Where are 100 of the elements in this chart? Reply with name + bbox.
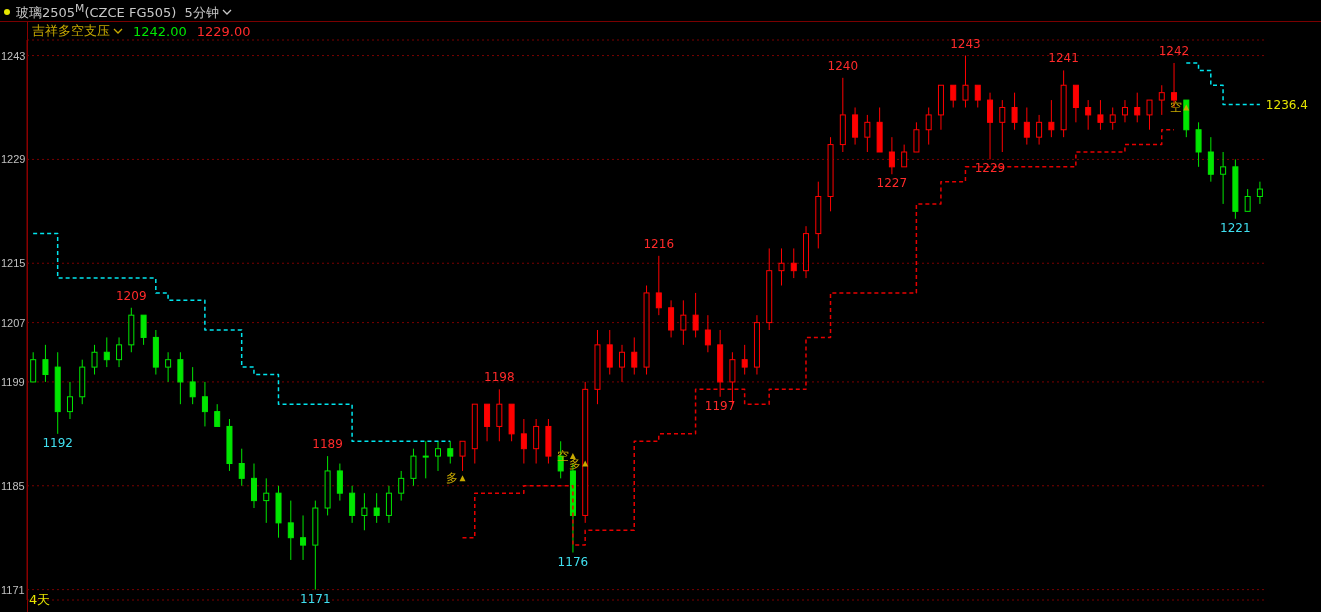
candlestick (680, 299, 687, 346)
chart-subtitle: 吉祥多空支压 (32, 22, 110, 40)
y-tick-label: 1171 (1, 583, 25, 596)
candlestick (1207, 136, 1214, 183)
candlestick (116, 336, 123, 368)
candlestick (1195, 121, 1202, 168)
candlestick (803, 225, 810, 279)
text: 1242.00 (133, 23, 187, 39)
annotation: 1216 (643, 236, 675, 251)
candlestick (741, 344, 748, 376)
candlestick (766, 247, 773, 331)
y-tick-label: 1199 (1, 375, 25, 388)
candlestick (496, 388, 503, 442)
candlestick (852, 107, 859, 146)
candlestick (361, 492, 368, 531)
candlestick (1232, 158, 1239, 220)
candlestick (1060, 69, 1067, 138)
candlestick (520, 418, 527, 465)
annotation: 1209 (116, 288, 147, 303)
candlestick (66, 381, 73, 420)
candlestick (422, 440, 429, 479)
candlestick (300, 514, 307, 561)
candlestick (704, 314, 711, 353)
annotation: 1171 (300, 591, 331, 606)
candlestick (864, 114, 871, 153)
annotation: 1241 (1048, 51, 1079, 66)
annotation: 1221 (1220, 220, 1251, 235)
annotation: 1197 (704, 398, 736, 413)
annotation: 1229 (974, 161, 1006, 176)
candlestick (447, 440, 454, 465)
candlestick (1011, 92, 1018, 131)
candlestick (250, 463, 257, 509)
candlestick (435, 440, 441, 472)
candlestick (177, 351, 184, 405)
candlestick (201, 381, 208, 427)
candlestick (827, 136, 834, 212)
candlestick (275, 485, 282, 539)
candlestick (1109, 107, 1116, 131)
candlestick (1036, 114, 1043, 146)
candlestick (1121, 99, 1128, 123)
candlestick (349, 485, 356, 524)
candlestick (839, 77, 846, 153)
annotation: 1240 (827, 58, 859, 73)
candlestick (582, 381, 589, 524)
annotation: 1176 (557, 554, 589, 569)
candlestick (987, 92, 994, 160)
y-tick-label: 1229 (1, 153, 26, 166)
candlestick (189, 366, 196, 405)
candlestick (631, 336, 638, 376)
annotation: 1242 (1158, 43, 1190, 58)
candlestick (999, 99, 1006, 153)
y-tick-label: 1243 (1, 49, 26, 62)
candlestick (1158, 84, 1165, 116)
candlestick (594, 329, 601, 405)
candlestick (1097, 99, 1104, 131)
data-label: 1236.4 (1265, 97, 1308, 112)
candlestick (165, 351, 172, 383)
candlestick (263, 477, 270, 524)
candlestick (385, 485, 392, 524)
candlestick (91, 344, 98, 376)
annotation: 4天 (29, 591, 51, 609)
candlestick (1085, 99, 1092, 131)
chart-title: 玻璃2505$^{M}$(CZCE FG505) 5分钟 (16, 1, 219, 23)
candlestick (1220, 151, 1227, 205)
candlestick (815, 181, 822, 249)
candlestick (226, 418, 233, 472)
candlestick (1256, 181, 1263, 205)
candlestick (103, 336, 110, 368)
candlestick (1023, 107, 1030, 146)
candlestick (398, 470, 405, 502)
annotation: 1243 (950, 36, 981, 51)
candlestick (925, 107, 932, 146)
y-tick-label: 1207 (1, 316, 26, 329)
candlestick (545, 418, 552, 465)
candlestick (42, 344, 49, 383)
series-label: 多 (446, 471, 459, 486)
text: 空 (1170, 100, 1183, 115)
candlestick (533, 418, 540, 465)
point (582, 460, 589, 467)
y-tick-label: 1215 (1, 257, 26, 270)
candlestick (238, 448, 245, 487)
candlestick (619, 344, 626, 383)
candlestick (790, 247, 797, 279)
candlestick (655, 255, 662, 316)
y-tick-label: 1185 (1, 479, 25, 492)
candlestick (668, 299, 675, 338)
text: 1229.00 (196, 23, 251, 39)
candlestick (606, 329, 613, 376)
candlestick (336, 463, 343, 502)
point (459, 475, 466, 482)
candlestick (778, 247, 785, 287)
text: 多 (569, 456, 582, 471)
annotation: 1198 (484, 370, 515, 385)
candlestick (753, 314, 760, 376)
annotation: 1192 (42, 435, 73, 450)
candlestick (373, 492, 380, 524)
candlestick (128, 307, 135, 353)
annotation: 1227 (876, 176, 908, 191)
candlestick (1048, 99, 1055, 138)
candlestick (54, 351, 61, 435)
